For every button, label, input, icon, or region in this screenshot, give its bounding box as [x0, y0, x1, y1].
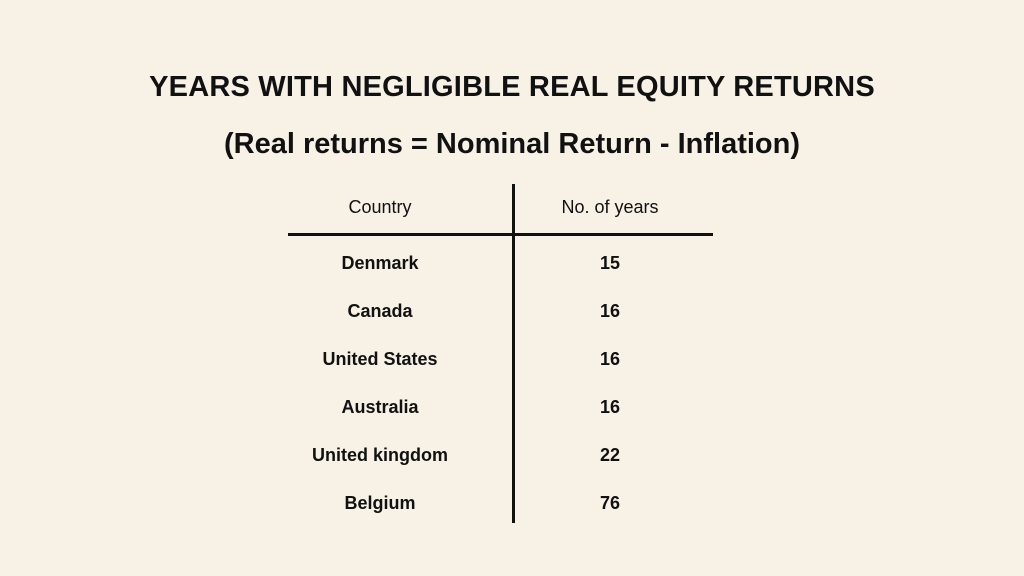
column-header-years: No. of years	[561, 197, 659, 217]
table-cell-years: 16	[599, 397, 621, 417]
table-cell-country: United kingdom	[312, 445, 448, 465]
table-cell-years: 16	[599, 301, 621, 321]
table-vertical-divider	[512, 184, 515, 523]
table-cell-years: 15	[599, 253, 621, 273]
table-cell-country: United States	[322, 349, 438, 369]
table-cell-country: Canada	[347, 301, 413, 321]
table-cell-years: 22	[599, 445, 621, 465]
table-cell-country: Australia	[341, 397, 419, 417]
page-subtitle: (Real returns = Nominal Return - Inflati…	[223, 128, 801, 160]
table-cell-years: 16	[599, 349, 621, 369]
table-cell-country: Denmark	[341, 253, 419, 273]
table-cell-country: Belgium	[344, 493, 416, 513]
page-title: YEARS WITH NEGLIGIBLE REAL EQUITY RETURN…	[149, 71, 875, 103]
column-header-country: Country	[348, 197, 412, 217]
table-header-divider	[288, 233, 713, 236]
table-cell-years: 76	[599, 493, 621, 513]
